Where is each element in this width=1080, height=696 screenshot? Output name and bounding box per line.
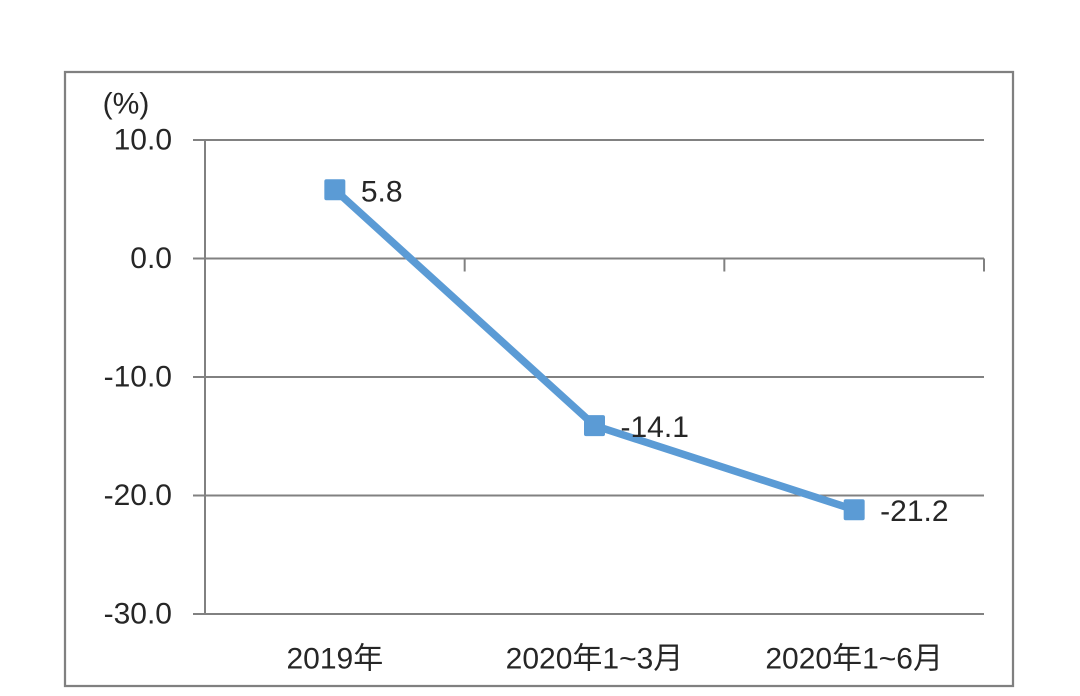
data-label: -21.2 [880, 495, 948, 528]
category-label: 2020年1~6月 [765, 643, 943, 676]
y-tick-label: 10.0 [114, 124, 172, 157]
data-label: 5.8 [361, 175, 403, 208]
data-point-marker [584, 415, 605, 437]
y-tick-label: -10.0 [104, 361, 172, 394]
data-line [332, 186, 856, 514]
category-label: 2020年1~3月 [506, 643, 684, 676]
y-axis-unit-label: (%) [103, 88, 150, 121]
data-point-marker [843, 499, 865, 521]
category-label: 2019年 [286, 643, 383, 676]
data-label: -14.1 [621, 411, 689, 444]
chart-outer-border [63, 70, 1015, 688]
data-point-marker [324, 179, 346, 201]
y-tick-label: -30.0 [104, 598, 172, 631]
y-tick-label: -20.0 [104, 479, 172, 512]
y-tick-label: 0.0 [130, 242, 172, 275]
